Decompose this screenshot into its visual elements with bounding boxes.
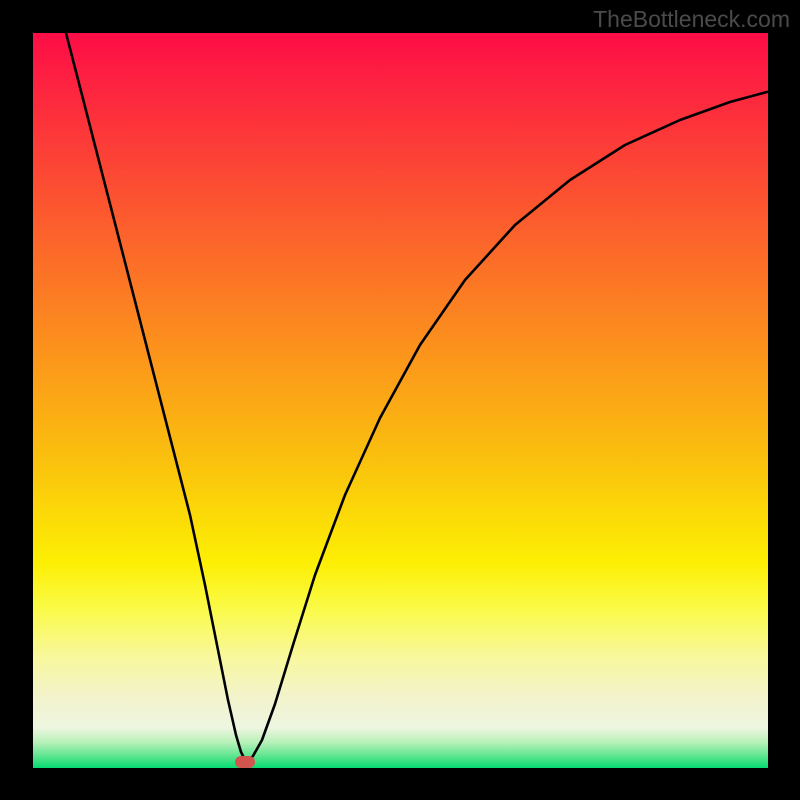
bottleneck-chart	[0, 0, 800, 800]
watermark-text: TheBottleneck.com	[593, 6, 790, 33]
plot-area	[33, 33, 768, 768]
chart-container: TheBottleneck.com	[0, 0, 800, 800]
optimum-marker	[235, 756, 255, 768]
